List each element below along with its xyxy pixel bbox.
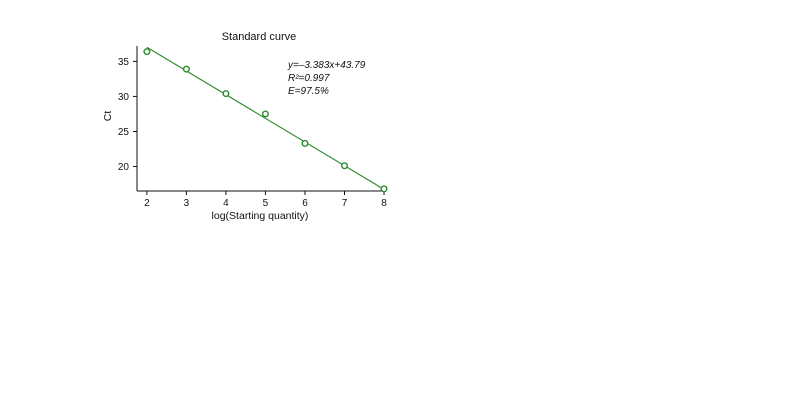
x-tick-label: 8 xyxy=(381,198,387,209)
data-point xyxy=(222,90,230,98)
x-tick-label: 5 xyxy=(263,198,269,209)
y-tick-label: 30 xyxy=(118,92,130,103)
data-point xyxy=(261,110,269,118)
fit-equation: y=–3.383x+43.79 xyxy=(287,60,366,71)
x-tick-label: 2 xyxy=(144,198,150,209)
data-point xyxy=(182,65,190,73)
data-point xyxy=(380,185,388,193)
x-tick-label: 3 xyxy=(184,198,190,209)
r-squared-label: R²=0.997 xyxy=(288,73,330,84)
y-tick-label: 25 xyxy=(118,127,130,138)
x-tick-label: 7 xyxy=(342,198,348,209)
data-point xyxy=(341,162,349,170)
y-axis-label: Ct xyxy=(102,111,114,122)
data-point xyxy=(143,48,151,56)
x-tick-label: 6 xyxy=(302,198,308,209)
chart-title: Standard curve xyxy=(222,31,297,43)
x-axis-label: log(Starting quantity) xyxy=(212,210,309,222)
x-tick-label: 4 xyxy=(223,198,229,209)
points-layer xyxy=(143,48,388,193)
ticks: 2 3 4 5 6 7 8 20 25 30 35 xyxy=(118,57,387,209)
data-point xyxy=(301,139,309,147)
y-tick-label: 35 xyxy=(118,57,130,68)
efficiency-label: E=97.5% xyxy=(288,86,329,97)
y-tick-label: 20 xyxy=(118,162,130,173)
